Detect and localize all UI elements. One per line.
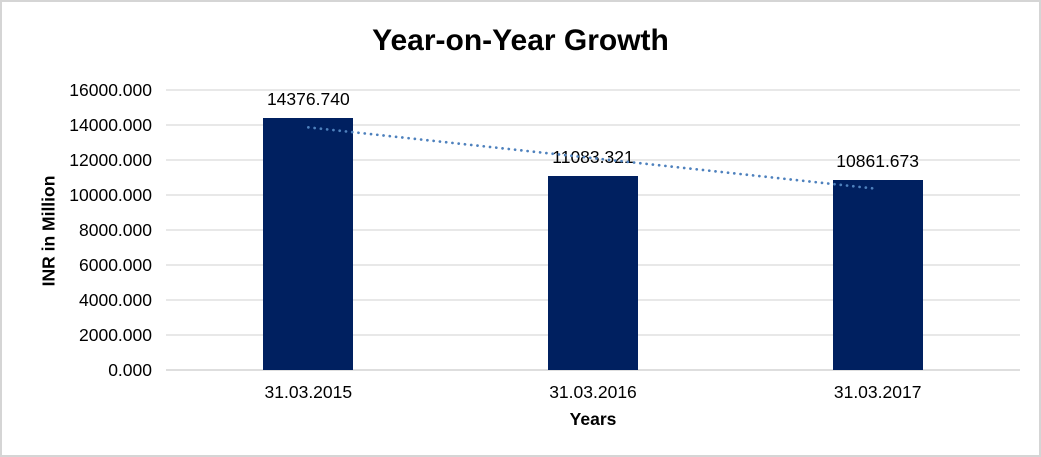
bar-31.03.2015 xyxy=(263,118,354,370)
chart-title: Year-on-Year Growth xyxy=(372,24,669,57)
bar-data-label: 14376.740 xyxy=(266,89,350,110)
bar-31.03.2016 xyxy=(548,176,638,370)
y-tick-label: 4000.000 xyxy=(79,290,152,310)
y-tick-label: 14000.000 xyxy=(69,115,152,135)
y-tick-label: 2000.000 xyxy=(79,325,152,345)
y-tick-label: 16000.000 xyxy=(69,80,152,100)
y-tick-label: 8000.000 xyxy=(79,220,152,240)
bar-data-label: 10861.673 xyxy=(836,150,920,171)
bar-31.03.2017 xyxy=(832,179,923,370)
x-axis-title: Years xyxy=(569,409,617,429)
x-tick-label: 31.03.2017 xyxy=(833,382,922,402)
y-tick-label: 0.000 xyxy=(108,360,152,380)
trendline-layer xyxy=(306,126,880,191)
linear-trendline xyxy=(306,126,880,191)
x-tick-label: 31.03.2016 xyxy=(549,382,637,402)
y-tick-label: 12000.000 xyxy=(69,150,152,170)
y-tick-label: 6000.000 xyxy=(79,255,152,275)
x-tick-label: 31.03.2015 xyxy=(264,382,353,402)
y-tick-label: 10000.000 xyxy=(69,185,152,205)
bar-data-label: 11083.321 xyxy=(552,147,634,168)
